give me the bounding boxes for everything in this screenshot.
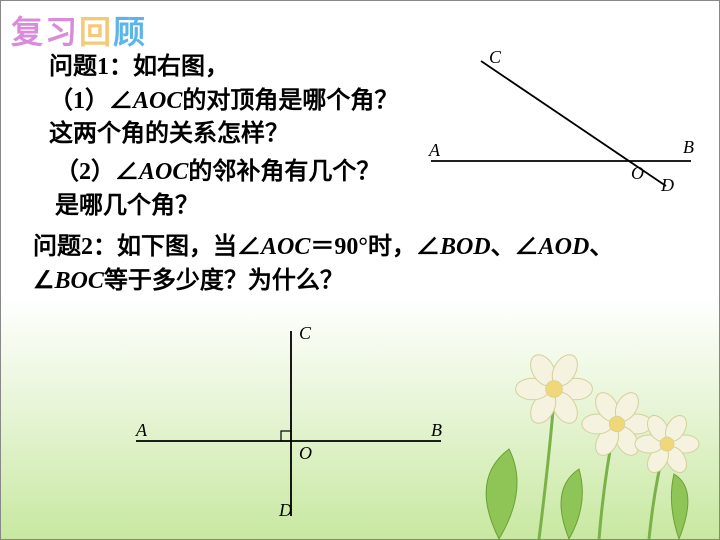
svg-text:B: B (431, 420, 442, 440)
diagram-1-intersecting-lines: A B C DO (421, 51, 701, 201)
diagram-2-perpendicular-lines: A B C D O (131, 321, 451, 521)
question-1-part-2: （2）∠AOC的邻补角有几个？ 是哪几个角？ (55, 156, 435, 223)
question-1-part-1: 问题1：如右图， （1）∠AOC的对顶角是哪个角？ 这两个角的关系怎样？ (49, 51, 429, 152)
q1-line1: 问题1：如右图， (49, 51, 429, 85)
svg-text:C: C (489, 51, 502, 67)
title-char-3: 回 (79, 14, 113, 50)
flower-decoration (449, 279, 709, 539)
title-char-4: 顾 (113, 14, 147, 50)
q1b-line2: 是哪几个角？ (55, 190, 435, 224)
svg-text:O: O (299, 443, 312, 463)
q1-line2: （1）∠AOC的对顶角是哪个角？ (49, 85, 429, 119)
svg-text:O: O (631, 163, 644, 183)
svg-text:D: D (660, 175, 674, 195)
svg-text:B: B (683, 137, 694, 157)
svg-text:D: D (278, 500, 292, 520)
svg-text:A: A (135, 420, 148, 440)
svg-text:A: A (428, 140, 441, 160)
title-char-2: 习 (45, 14, 79, 50)
slide-title: 复习回顾 (11, 7, 147, 53)
svg-text:C: C (299, 323, 312, 343)
title-char-1: 复 (11, 14, 45, 50)
q1b-line1: （2）∠AOC的邻补角有几个？ (55, 156, 435, 190)
q1-line3: 这两个角的关系怎样？ (49, 118, 429, 152)
